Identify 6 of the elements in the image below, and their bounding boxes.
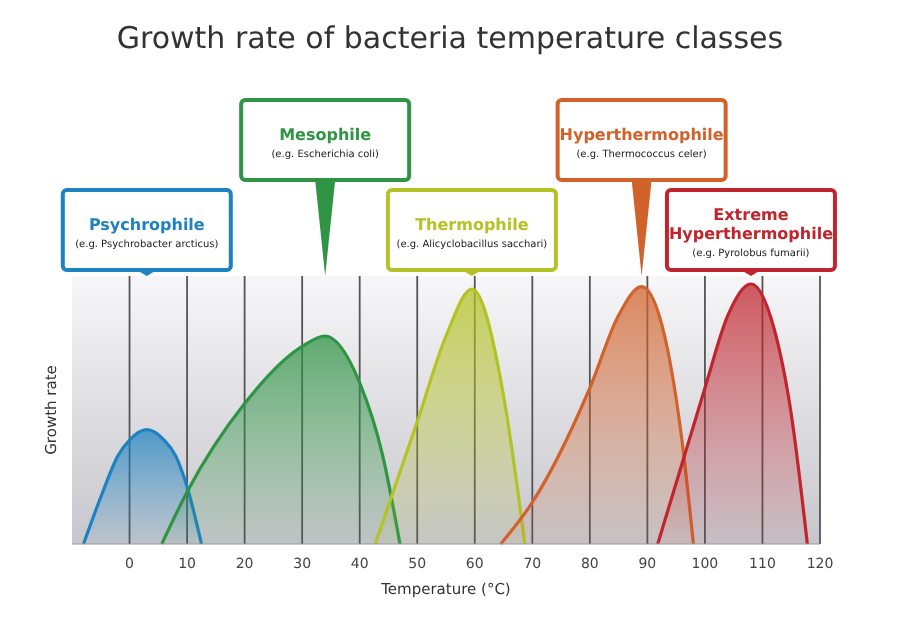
text: Psychrophile <box>88 215 206 234</box>
chart-title: Growth rate of bacteria temperature classes <box>116 20 784 56</box>
text: Hyperthermophile <box>559 125 725 144</box>
text: Thermophile <box>415 215 530 234</box>
text: Mesophile <box>279 125 373 144</box>
text: Extreme Hyperthermophile <box>668 206 835 243</box>
